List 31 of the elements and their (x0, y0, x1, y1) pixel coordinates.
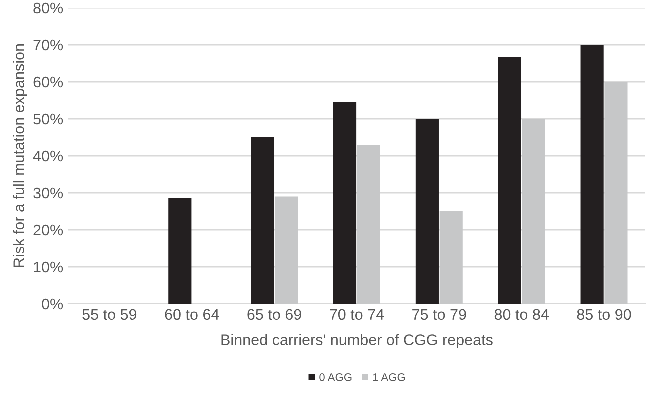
y-tick-label: 50% (34, 114, 64, 125)
bar (604, 82, 628, 304)
bar (580, 45, 604, 304)
y-tick-label: 80% (34, 2, 64, 14)
y-tick-label: 30% (34, 188, 64, 199)
bar (168, 198, 192, 304)
bar (440, 212, 463, 304)
bar (251, 138, 274, 304)
y-tick-label: 70% (34, 40, 64, 51)
y-tick-label: 20% (34, 224, 64, 236)
bar (333, 102, 357, 304)
legend-label: 1 AGG (373, 373, 406, 382)
y-tick-label: 60% (34, 76, 64, 88)
y-tick-label: 40% (33, 150, 64, 162)
x-tick-label: 80 to 84 (494, 309, 549, 320)
x-tick-label: 85 to 90 (577, 309, 632, 320)
y-tick-label: 0% (42, 298, 64, 310)
x-axis-title: Binned carriers' number of CGG repeats (222, 334, 493, 348)
x-tick-label: 70 to 74 (330, 309, 384, 320)
bar (357, 145, 380, 304)
bar (498, 57, 522, 304)
bar (522, 119, 546, 304)
y-axis-title: Risk for a full mutation expansion (13, 44, 28, 268)
bar (274, 196, 298, 304)
y-tick-label: 10% (34, 262, 64, 273)
x-tick-label: 60 to 64 (165, 309, 220, 320)
legend-label: 0 AGG (320, 373, 352, 382)
x-tick-label: 75 to 79 (412, 309, 466, 320)
x-tick-label: 55 to 59 (82, 309, 137, 320)
x-tick-label: 65 to 69 (248, 309, 302, 320)
bar (416, 119, 439, 304)
